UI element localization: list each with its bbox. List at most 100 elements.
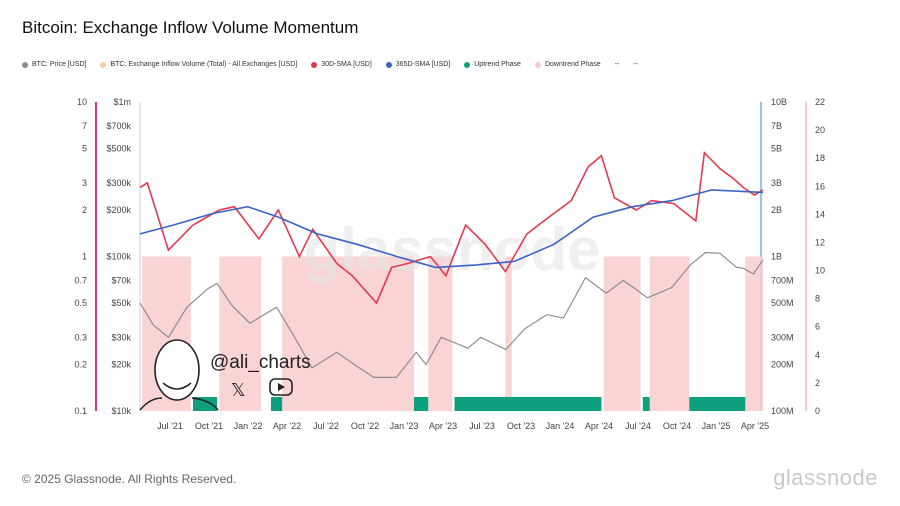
right-tick-label: 500M: [771, 298, 794, 308]
legend-label: BTC: Exchange Inflow Volume (Total) - Al…: [110, 61, 298, 68]
x-tick-label: Jan '23: [390, 421, 419, 431]
ali-charts-handle: @ali_charts: [210, 352, 311, 373]
x-tick-label: Apr '24: [585, 421, 613, 431]
uptrend-phase-band: [192, 397, 218, 411]
downtrend-phase-band: [428, 256, 453, 411]
left-tick-label: $50k: [111, 298, 131, 308]
x-tick-label: Jul '24: [625, 421, 651, 431]
x-tick-label: Jul '21: [157, 421, 183, 431]
far-right-tick-label: 6: [815, 322, 820, 332]
right-tick-label: 700M: [771, 275, 794, 285]
uptrend-phase-band: [270, 397, 283, 411]
legend-label: --: [633, 61, 638, 68]
youtube-icon: [269, 378, 293, 396]
far-left-tick-label: 3: [82, 178, 87, 188]
legend-swatch: [100, 61, 107, 68]
x-tick-label: Jul '23: [469, 421, 495, 431]
x-tick-label: Oct '21: [195, 421, 223, 431]
right-tick-label: 2B: [771, 205, 782, 215]
downtrend-phase-band: [282, 256, 415, 411]
far-left-tick-label: 1: [82, 252, 87, 262]
uptrend-phase-band: [689, 397, 746, 411]
legend-label: 30D-SMA [USD]: [321, 61, 372, 68]
x-tick-label: Apr '25: [741, 421, 769, 431]
left-tick-label: $30k: [111, 332, 131, 342]
sma-365d-line: [139, 189, 764, 269]
x-tick-label: Apr '22: [273, 421, 301, 431]
right-tick-label: 300M: [771, 332, 794, 342]
downtrend-phase-band: [745, 256, 763, 411]
legend-item[interactable]: Uptrend Phase: [464, 61, 521, 68]
downtrend-phase-band: [649, 256, 690, 411]
uptrend-phase-band: [414, 397, 429, 411]
far-right-tick-label: 2: [815, 378, 820, 388]
youtube-play-glyph: [278, 383, 285, 391]
uptrend-phase-band: [454, 397, 602, 411]
legend-item[interactable]: --: [615, 61, 620, 68]
right-tick-label: 1B: [771, 252, 782, 262]
far-right-tick-label: 0: [815, 406, 820, 416]
downtrend-phase-band: [219, 256, 262, 411]
chart-legend: BTC: Price [USD] BTC: Exchange Inflow Vol…: [22, 61, 638, 68]
x-icon: 𝕏: [231, 380, 246, 400]
far-left-tick-label: 0.2: [74, 359, 87, 369]
x-tick-label: Oct '22: [351, 421, 379, 431]
right-tick-label: 10B: [771, 97, 787, 107]
x-tick-label: Jul '22: [313, 421, 339, 431]
far-right-tick-label: 22: [815, 97, 825, 107]
left-tick-label: $20k: [111, 359, 131, 369]
avatar-cartoon-icon: [139, 339, 219, 411]
uptrend-phase-band: [642, 397, 650, 411]
x-tick-label: Jan '24: [546, 421, 575, 431]
left-tick-label: $70k: [111, 275, 131, 285]
legend-item[interactable]: BTC: Exchange Inflow Volume (Total) - Al…: [100, 61, 297, 68]
left-tick-label: $1m: [113, 97, 131, 107]
far-right-tick-label: 16: [815, 181, 825, 191]
legend-label: 365D-SMA [USD]: [395, 61, 451, 68]
far-left-tick-label: 0.1: [74, 406, 87, 416]
x-tick-label: Oct '23: [507, 421, 535, 431]
watermark-text: glassnode: [304, 216, 601, 283]
legend-item[interactable]: BTC: Price [USD]: [22, 61, 86, 68]
legend-label: Uptrend Phase: [474, 61, 521, 68]
left-tick-label: $700k: [106, 121, 131, 131]
left-tick-label: $200k: [106, 205, 131, 215]
far-left-tick-label: 2: [82, 205, 87, 215]
right-tick-label: 5B: [771, 144, 782, 154]
chart-title: Bitcoin: Exchange Inflow Volume Momentum: [22, 18, 359, 37]
right-tick-label: 200M: [771, 359, 794, 369]
far-right-tick-label: 8: [815, 294, 820, 304]
legend-swatch: [464, 61, 471, 68]
glassnode-logo-text: glassnode: [773, 465, 878, 490]
legend-item[interactable]: 365D-SMA [USD]: [385, 61, 451, 68]
right-tick-label: 100M: [771, 406, 794, 416]
downtrend-phase-band: [505, 256, 512, 411]
legend-label: Downtrend Phase: [544, 61, 601, 68]
far-right-tick-label: 20: [815, 125, 825, 135]
legend-item[interactable]: --: [633, 61, 638, 68]
far-right-tick-label: 18: [815, 153, 825, 163]
far-left-tick-label: 0.5: [74, 298, 87, 308]
sma-30d-line: [139, 150, 764, 305]
copyright-text: © 2025 Glassnode. All Rights Reserved.: [22, 472, 237, 486]
legend-item[interactable]: 30D-SMA [USD]: [311, 61, 372, 68]
legend-swatch: [385, 61, 392, 68]
btc-price-line: [139, 251, 764, 378]
legend-swatch: [311, 61, 318, 68]
far-left-tick-label: 0.7: [74, 275, 87, 285]
x-tick-label: Jan '22: [234, 421, 263, 431]
far-left-tick-label: 10: [77, 97, 87, 107]
downtrend-phase-band: [603, 256, 641, 411]
left-tick-label: $300k: [106, 178, 131, 188]
left-tick-label: $10k: [111, 406, 131, 416]
legend-label: --: [614, 61, 620, 68]
x-tick-label: Apr '23: [429, 421, 457, 431]
left-tick-label: $500k: [106, 144, 131, 154]
legend-item[interactable]: Downtrend Phase: [534, 61, 601, 68]
right-tick-label: 7B: [771, 121, 782, 131]
far-right-tick-label: 4: [815, 350, 820, 360]
far-left-tick-label: 5: [82, 144, 87, 154]
far-left-tick-label: 0.3: [74, 332, 87, 342]
x-tick-label: Oct '24: [663, 421, 691, 431]
